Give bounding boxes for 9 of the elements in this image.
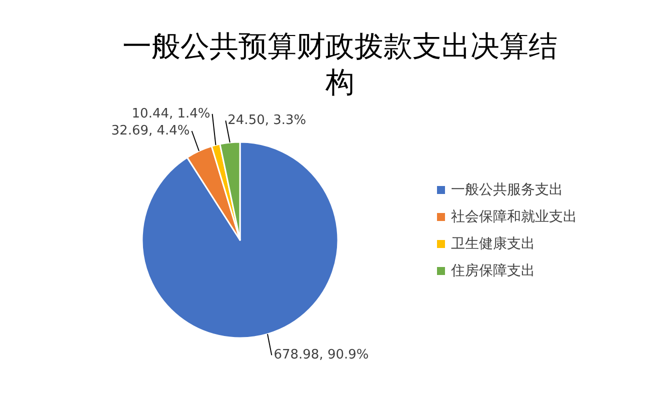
data-label: 24.50, 3.3% [228, 113, 306, 128]
data-label: 32.69, 4.4% [111, 124, 190, 139]
data-label: 10.44, 1.4% [132, 106, 210, 122]
data-label: 678.98, 90.9% [274, 348, 369, 363]
legend-label: 社会保障和就业支出 [451, 208, 577, 225]
legend-label: 住房保障支出 [450, 262, 535, 279]
legend-label: 卫生健康支出 [451, 236, 535, 252]
chart-title: 一般公共预算财政拨款支出决算结构 [122, 28, 558, 100]
legend-label: 一般公共服务支出 [451, 182, 563, 198]
